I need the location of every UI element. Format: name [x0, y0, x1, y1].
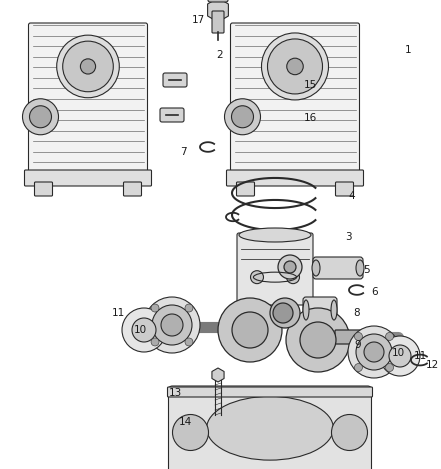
Circle shape	[385, 363, 393, 371]
FancyBboxPatch shape	[168, 387, 373, 397]
Circle shape	[122, 308, 166, 352]
Circle shape	[57, 35, 120, 98]
Text: 4: 4	[349, 191, 355, 201]
FancyBboxPatch shape	[160, 108, 184, 122]
FancyBboxPatch shape	[236, 182, 254, 196]
Circle shape	[356, 334, 392, 370]
Circle shape	[250, 271, 263, 284]
Circle shape	[287, 271, 299, 284]
Circle shape	[348, 326, 400, 378]
Circle shape	[389, 345, 411, 367]
Text: 3: 3	[345, 232, 351, 242]
Text: 12: 12	[426, 360, 439, 370]
Circle shape	[232, 312, 268, 348]
Circle shape	[144, 297, 200, 353]
FancyBboxPatch shape	[163, 73, 187, 87]
Circle shape	[300, 322, 336, 358]
Text: 17: 17	[191, 15, 205, 25]
Circle shape	[63, 41, 113, 92]
Text: 1: 1	[405, 45, 411, 55]
Circle shape	[278, 255, 302, 279]
Text: 10: 10	[134, 325, 146, 335]
Text: 13: 13	[168, 388, 182, 398]
Circle shape	[364, 342, 384, 362]
FancyBboxPatch shape	[25, 170, 152, 186]
Circle shape	[232, 106, 254, 128]
Text: 2: 2	[217, 50, 223, 60]
Circle shape	[385, 333, 393, 340]
FancyBboxPatch shape	[335, 330, 367, 344]
Circle shape	[273, 303, 293, 323]
Circle shape	[286, 308, 350, 372]
FancyBboxPatch shape	[212, 11, 224, 33]
Circle shape	[22, 99, 59, 135]
FancyBboxPatch shape	[34, 182, 52, 196]
Ellipse shape	[356, 260, 364, 276]
FancyBboxPatch shape	[303, 297, 337, 323]
FancyBboxPatch shape	[313, 257, 363, 279]
Circle shape	[151, 304, 159, 312]
Circle shape	[262, 33, 329, 100]
Ellipse shape	[331, 300, 337, 320]
Text: 11: 11	[413, 351, 426, 361]
Circle shape	[80, 59, 96, 74]
Text: 7: 7	[179, 147, 186, 157]
Text: 6: 6	[372, 287, 378, 297]
FancyBboxPatch shape	[168, 386, 371, 469]
Text: 9: 9	[355, 340, 361, 350]
FancyBboxPatch shape	[231, 23, 359, 175]
Text: 8: 8	[354, 308, 360, 318]
Text: 5: 5	[364, 265, 370, 275]
Circle shape	[132, 318, 156, 342]
Circle shape	[161, 314, 183, 336]
Circle shape	[380, 336, 420, 376]
Ellipse shape	[303, 300, 309, 320]
Circle shape	[152, 305, 192, 345]
Circle shape	[151, 338, 159, 346]
Text: 14: 14	[178, 417, 192, 427]
Polygon shape	[208, 0, 228, 22]
Polygon shape	[212, 368, 224, 382]
Circle shape	[172, 415, 209, 451]
FancyBboxPatch shape	[336, 182, 354, 196]
Text: 10: 10	[392, 348, 404, 358]
Circle shape	[332, 415, 367, 451]
FancyBboxPatch shape	[227, 170, 363, 186]
Ellipse shape	[312, 260, 320, 276]
Text: 16: 16	[303, 113, 317, 123]
Circle shape	[224, 99, 261, 135]
FancyBboxPatch shape	[123, 182, 142, 196]
Circle shape	[270, 298, 300, 328]
FancyBboxPatch shape	[29, 23, 147, 175]
Text: 15: 15	[303, 80, 317, 90]
Circle shape	[355, 363, 363, 371]
Circle shape	[287, 58, 303, 75]
Ellipse shape	[239, 228, 311, 242]
Circle shape	[185, 304, 193, 312]
Circle shape	[218, 298, 282, 362]
FancyBboxPatch shape	[208, 0, 228, 2]
Circle shape	[185, 338, 193, 346]
Circle shape	[30, 106, 52, 128]
Ellipse shape	[207, 396, 333, 460]
Circle shape	[355, 333, 363, 340]
Text: 11: 11	[112, 308, 125, 318]
Circle shape	[284, 261, 296, 273]
Circle shape	[268, 39, 322, 94]
FancyBboxPatch shape	[237, 233, 313, 305]
